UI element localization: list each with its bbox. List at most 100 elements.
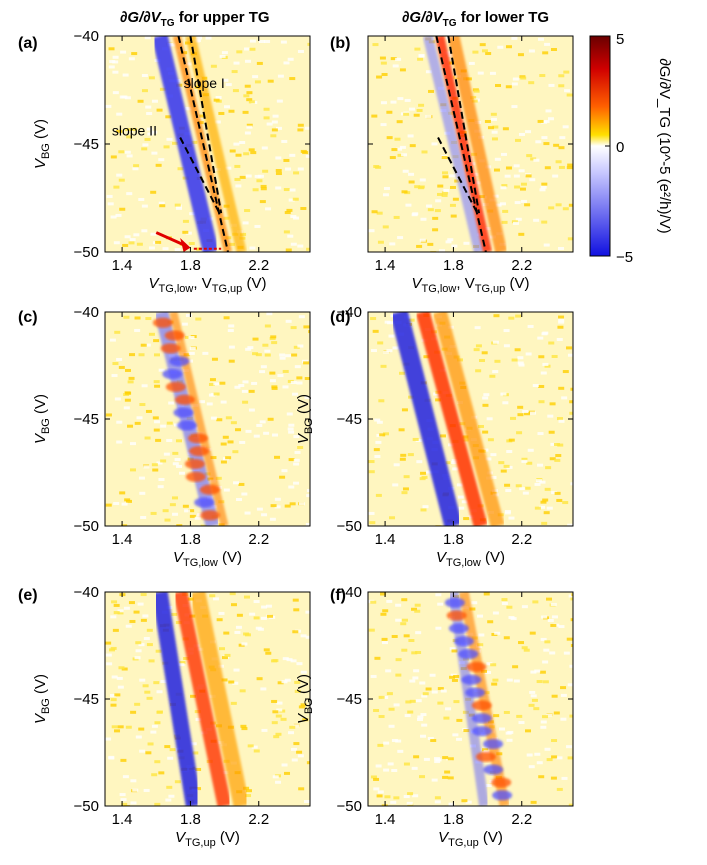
heatmap-band: [422, 36, 484, 252]
noise-cell: [483, 592, 490, 596]
noise-cell: [374, 656, 381, 660]
noise-cell: [126, 192, 133, 196]
noise-cell: [492, 611, 499, 615]
noise-cell: [285, 354, 292, 358]
noise-cell: [539, 74, 546, 78]
noise-cell: [517, 405, 524, 409]
noise-cell: [493, 714, 500, 718]
noise-cell: [117, 685, 124, 689]
noise-cell: [218, 647, 225, 651]
noise-cell: [374, 454, 381, 458]
noise-cell: [413, 755, 420, 759]
noise-cell: [266, 614, 273, 618]
noise-cell: [139, 749, 146, 753]
noise-cell: [518, 169, 525, 173]
noise-cell: [306, 494, 310, 498]
noise-cell: [128, 601, 135, 605]
noise-cell: [416, 460, 423, 464]
noise-cell: [395, 739, 402, 743]
noise-cell: [138, 197, 145, 201]
noise-cell: [403, 762, 410, 766]
noise-cell: [537, 336, 544, 340]
noise-cell: [493, 168, 500, 172]
noise-cell: [145, 317, 152, 321]
noise-cell: [570, 482, 573, 486]
noise-cell: [246, 123, 253, 127]
noise-cell: [195, 317, 202, 321]
noise-cell: [389, 242, 396, 246]
noise-cell: [505, 45, 512, 49]
noise-cell: [556, 756, 563, 760]
noise-cell: [267, 417, 274, 421]
y-tick-label: −50: [74, 518, 99, 535]
noise-cell: [395, 57, 402, 61]
noise-cell: [242, 110, 249, 114]
noise-cell: [178, 663, 185, 667]
noise-cell: [298, 315, 305, 319]
noise-cell: [385, 669, 392, 673]
noise-cell: [307, 42, 310, 46]
heatmap-blob: [189, 446, 210, 457]
noise-cell: [220, 400, 227, 404]
noise-cell: [256, 61, 263, 65]
noise-cell: [105, 653, 112, 657]
y-axis-label: VBG (V): [32, 674, 52, 724]
noise-cell: [449, 185, 456, 189]
noise-cell: [399, 68, 406, 72]
y-tick-label: −40: [74, 584, 99, 601]
noise-cell: [166, 421, 173, 425]
noise-cell: [116, 440, 123, 444]
noise-cell: [542, 331, 549, 335]
x-tick-label: 1.8: [180, 257, 201, 274]
noise-cell: [110, 155, 117, 159]
noise-cell: [112, 70, 119, 74]
heatmap-blob: [471, 700, 492, 711]
noise-cell: [435, 593, 442, 597]
noise-cell: [123, 606, 130, 610]
noise-cell: [462, 438, 469, 442]
noise-cell: [107, 202, 114, 206]
noise-cell: [274, 455, 281, 459]
noise-cell: [195, 717, 202, 721]
noise-cell: [409, 679, 416, 683]
heatmap-blob: [194, 497, 215, 508]
noise-cell: [551, 615, 558, 619]
noise-cell: [506, 738, 513, 742]
noise-cell: [304, 126, 310, 130]
noise-cell: [229, 592, 236, 596]
slope-i-line: [177, 35, 229, 253]
y-tick-label: −40: [74, 28, 99, 45]
noise-cell: [422, 505, 429, 509]
noise-cell: [448, 61, 455, 65]
noise-cell: [566, 745, 573, 749]
noise-cell: [244, 59, 251, 63]
noise-cell: [288, 198, 295, 202]
noise-cell: [534, 669, 541, 673]
noise-cell: [248, 389, 255, 393]
noise-cell: [380, 592, 387, 596]
noise-cell: [140, 618, 147, 622]
noise-cell: [376, 794, 383, 798]
noise-cell: [125, 499, 132, 503]
noise-cell: [501, 598, 508, 602]
noise-cell: [144, 36, 151, 40]
noise-cell: [145, 751, 152, 755]
noise-cell: [286, 208, 293, 212]
noise-cell: [567, 756, 573, 760]
noise-cell: [388, 334, 395, 338]
noise-cell: [134, 316, 141, 320]
noise-cell: [296, 376, 303, 380]
noise-cell: [221, 656, 228, 660]
panel-d: 1.4 1.8 2.2 −40 −45 −50 VTG,low (V) VBG (V) (d): [295, 304, 574, 569]
noise-cell: [478, 633, 485, 637]
noise-cell: [403, 112, 410, 116]
x-tick-label: 2.2: [248, 531, 269, 548]
noise-cell: [530, 411, 537, 415]
noise-cell: [401, 618, 408, 622]
noise-cell: [514, 138, 521, 142]
noise-cell: [518, 641, 525, 645]
noise-cell: [541, 136, 548, 140]
noise-cell: [185, 231, 192, 235]
noise-cell: [164, 518, 171, 522]
noise-cell: [130, 442, 137, 446]
